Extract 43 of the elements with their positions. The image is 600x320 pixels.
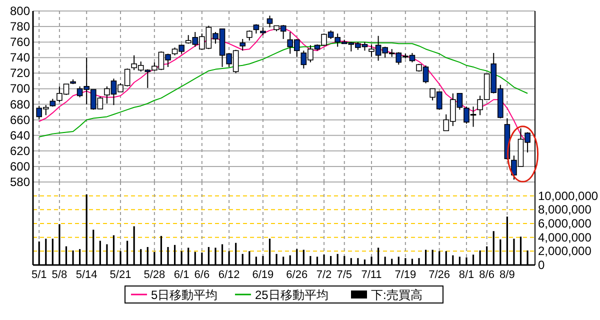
y2-tick-label: 2,000,000 — [538, 244, 592, 258]
x-tick-label: 7/26 — [428, 269, 450, 281]
y-tick-label: 720 — [10, 66, 30, 80]
y-tick-label: 800 — [10, 4, 30, 18]
legend-label: 25日移動平均 — [255, 288, 328, 302]
y2-tick-label: 8,000,000 — [538, 202, 592, 217]
y-tick-label: 660 — [10, 112, 30, 127]
legend-label: 下:売買高 — [371, 288, 422, 302]
y-tick-label: 640 — [10, 128, 30, 142]
x-tick-label: 7/11 — [361, 269, 382, 281]
x-tick-label: 5/28 — [144, 269, 166, 281]
y-tick-label: 780 — [10, 20, 30, 34]
y-tick-label: 760 — [10, 35, 30, 50]
x-tick-label: 5/1 — [31, 269, 47, 281]
y-tick-label: 600 — [10, 159, 30, 174]
x-tick-label: 6/26 — [286, 269, 308, 281]
y-tick-label: 700 — [10, 82, 30, 96]
x-tick-label: 6/1 — [174, 269, 190, 281]
y-tick-label: 620 — [10, 144, 30, 158]
x-tick-label: 6/6 — [194, 269, 210, 281]
candlestick — [253, 24, 260, 34]
x-tick-label: 7/2 — [316, 269, 332, 281]
x-tick-label: 7/5 — [336, 269, 352, 281]
y2-tick-label: 10,000,000 — [538, 188, 598, 203]
x-tick-label: 8/9 — [500, 269, 515, 281]
x-tick-label: 5/14 — [76, 269, 98, 281]
legend-label: 5日移動平均 — [151, 288, 218, 302]
candlestick — [246, 30, 252, 42]
x-tick-label: 6/12 — [218, 269, 240, 281]
x-tick-label: 6/19 — [252, 269, 274, 281]
y2-tick-label: 0 — [538, 258, 545, 272]
x-tick-label: 5/8 — [52, 269, 68, 281]
x-tick-label: 7/19 — [394, 269, 416, 281]
y2-tick-label: 6,000,000 — [538, 216, 592, 230]
y-tick-label: 680 — [10, 97, 30, 112]
y-tick-label: 580 — [10, 175, 30, 189]
x-tick-label: 5/21 — [110, 269, 132, 281]
y2-tick-label: 4,000,000 — [538, 230, 592, 244]
candlestick — [266, 15, 273, 28]
x-tick-label: 8/6 — [479, 269, 494, 281]
x-tick-label: 8/1 — [458, 269, 474, 281]
candlestick — [240, 38, 246, 52]
y-tick-label: 740 — [10, 50, 30, 65]
